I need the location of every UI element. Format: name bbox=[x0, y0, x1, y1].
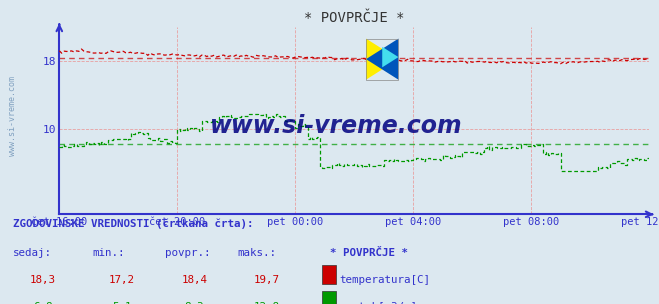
Text: 8,3: 8,3 bbox=[185, 302, 204, 304]
Title: * POVPRČJE *: * POVPRČJE * bbox=[304, 11, 405, 25]
Polygon shape bbox=[366, 39, 399, 80]
Text: 18,3: 18,3 bbox=[30, 275, 56, 285]
Bar bbox=[322, 292, 336, 304]
Text: 5,1: 5,1 bbox=[112, 302, 132, 304]
Text: 6,8: 6,8 bbox=[33, 302, 53, 304]
Text: pretok[m3/s]: pretok[m3/s] bbox=[339, 302, 417, 304]
Text: ZGODOVINSKE VREDNOSTI (črtkana črta):: ZGODOVINSKE VREDNOSTI (črtkana črta): bbox=[13, 219, 254, 229]
Text: min.:: min.: bbox=[92, 248, 125, 258]
Text: 17,2: 17,2 bbox=[109, 275, 135, 285]
Text: www.si-vreme.com: www.si-vreme.com bbox=[8, 75, 17, 156]
Text: temperatura[C]: temperatura[C] bbox=[339, 275, 430, 285]
Bar bbox=[322, 264, 336, 284]
Text: 19,7: 19,7 bbox=[254, 275, 280, 285]
Polygon shape bbox=[382, 47, 399, 67]
Text: povpr.:: povpr.: bbox=[165, 248, 210, 258]
Text: maks.:: maks.: bbox=[237, 248, 276, 258]
Text: 12,8: 12,8 bbox=[254, 302, 280, 304]
Text: * POVPRČJE *: * POVPRČJE * bbox=[330, 248, 407, 258]
Text: sedaj:: sedaj: bbox=[13, 248, 52, 258]
Text: www.si-vreme.com: www.si-vreme.com bbox=[210, 114, 463, 138]
Polygon shape bbox=[366, 39, 399, 80]
Text: 18,4: 18,4 bbox=[181, 275, 208, 285]
